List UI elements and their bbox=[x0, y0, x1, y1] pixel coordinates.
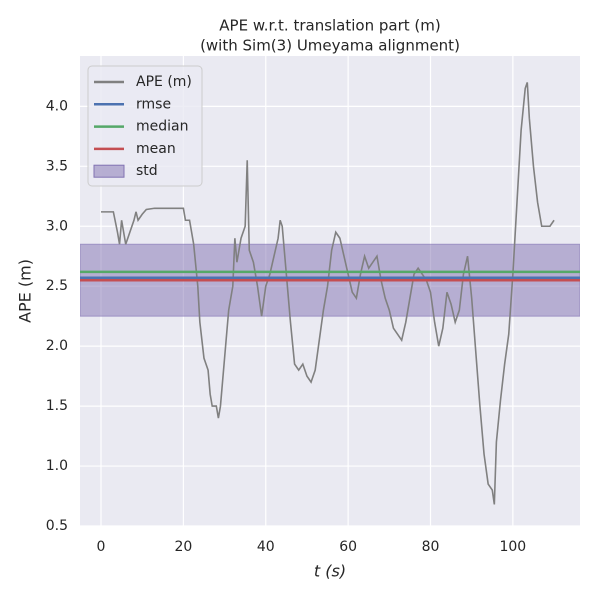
chart-subtitle: (with Sim(3) Umeyama alignment) bbox=[200, 37, 460, 55]
y-tick-label: 1.0 bbox=[46, 458, 68, 474]
x-tick-label: 100 bbox=[499, 539, 526, 555]
y-tick-label: 1.5 bbox=[46, 398, 68, 414]
x-tick-label: 40 bbox=[257, 539, 275, 555]
x-tick-label: 20 bbox=[174, 539, 192, 555]
y-axis-label: APE (m) bbox=[16, 259, 35, 323]
legend-box bbox=[87, 65, 203, 187]
x-tick-label: 60 bbox=[339, 539, 357, 555]
y-tick-label: 4.0 bbox=[46, 98, 68, 114]
legend-label: rmse bbox=[136, 96, 171, 112]
y-tick-label: 2.0 bbox=[46, 338, 68, 354]
y-tick-label: 3.5 bbox=[46, 158, 68, 174]
ape-line bbox=[101, 82, 555, 505]
x-tick-label: 80 bbox=[422, 539, 440, 555]
legend-swatch bbox=[93, 164, 125, 178]
legend-label: std bbox=[136, 163, 158, 179]
legend-label: median bbox=[136, 119, 188, 135]
y-tick-label: 2.5 bbox=[46, 278, 68, 294]
chart-title: APE w.r.t. translation part (m) bbox=[219, 17, 440, 35]
x-tick-label: 0 bbox=[97, 539, 106, 555]
y-tick-label: 0.5 bbox=[46, 518, 68, 534]
y-tick-label: 3.0 bbox=[46, 218, 68, 234]
legend-label: APE (m) bbox=[136, 74, 192, 90]
legend-label: mean bbox=[136, 141, 176, 157]
x-axis-label: t (s) bbox=[314, 562, 346, 581]
